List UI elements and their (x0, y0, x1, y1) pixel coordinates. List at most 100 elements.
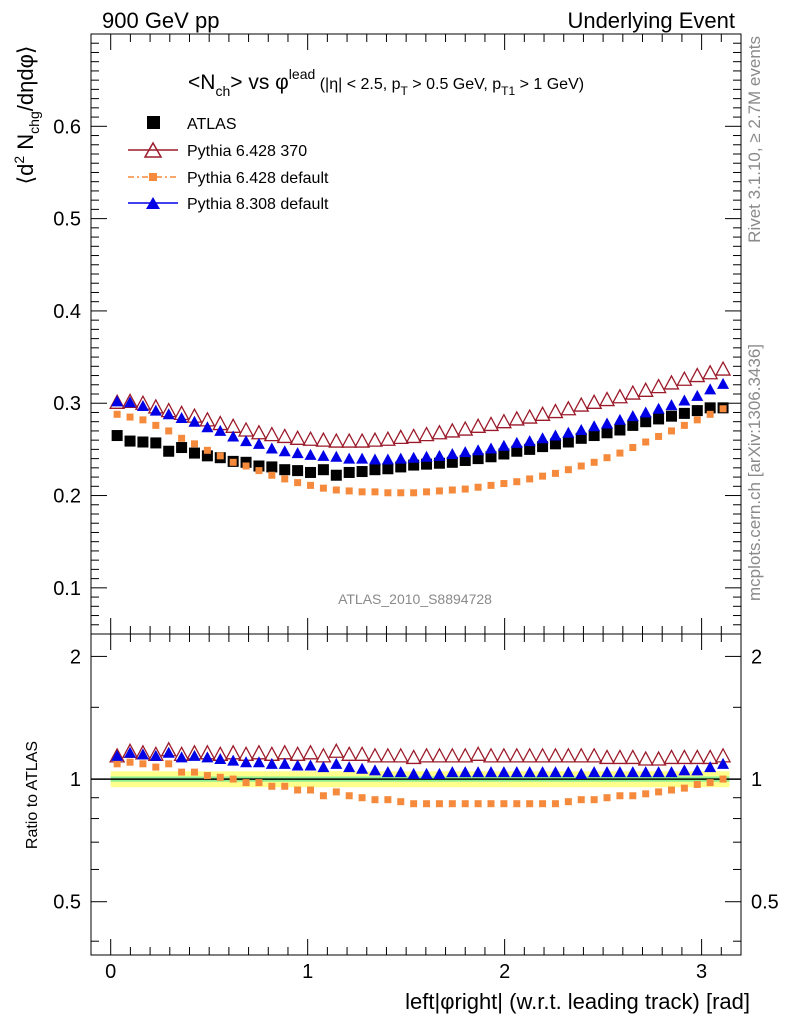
point-pythia8-default-ratio (497, 766, 510, 778)
y-tick-label-ratio-right: 2 (751, 646, 762, 668)
point-pythia6-370 (470, 417, 487, 433)
point-pythia6-370 (663, 374, 680, 390)
point-pythia8-default (368, 453, 381, 465)
point-pythia6-370 (121, 393, 139, 409)
point-atlas (253, 460, 265, 472)
point-pythia8-default-ratio (549, 766, 562, 778)
point-pythia8-default-ratio (459, 766, 472, 778)
point-pythia6-default (461, 485, 469, 493)
point-pythia8-default-ratio (639, 766, 652, 778)
point-pythia8-default-ratio (265, 757, 278, 769)
point-pythia8-default (111, 395, 124, 407)
y-tick-label-ratio: 1 (70, 769, 81, 791)
legend-marker-pythia8-default (146, 197, 160, 209)
point-pythia8-default-ratio (523, 766, 536, 778)
point-pythia8-default-ratio (188, 749, 201, 761)
point-pythia8-default-ratio (227, 754, 240, 766)
point-pythia6-default-ratio (268, 782, 276, 790)
point-pythia8-default-ratio (317, 761, 330, 773)
point-pythia6-default (371, 488, 379, 496)
point-pythia6-default (564, 466, 572, 474)
point-atlas (111, 430, 123, 442)
point-pythia6-370 (457, 420, 474, 436)
point-pythia6-370-ratio (276, 744, 293, 760)
point-atlas (124, 435, 136, 447)
point-atlas (356, 466, 368, 478)
point-pythia6-default-ratio (500, 800, 508, 808)
point-pythia6-370 (237, 421, 255, 437)
point-pythia8-default-ratio (149, 749, 162, 761)
point-pythia8-default-ratio (691, 764, 704, 776)
point-pythia8-default (601, 417, 614, 429)
legend-label-pythia6-default: Pythia 6.428 default (187, 170, 329, 187)
point-pythia6-default (616, 449, 624, 457)
point-atlas (433, 457, 445, 469)
point-atlas (240, 456, 252, 468)
point-pythia8-default-ratio (136, 748, 149, 760)
point-pythia8-default-ratio (510, 766, 523, 778)
point-pythia8-default (330, 450, 343, 462)
point-pythia8-default-ratio (562, 766, 575, 778)
point-pythia6-default (603, 454, 611, 462)
point-pythia6-370-ratio (663, 749, 680, 765)
point-pythia6-default (190, 440, 198, 448)
point-pythia6-370-ratio (444, 747, 461, 763)
point-pythia8-default (175, 412, 188, 423)
point-pythia8-default (136, 400, 149, 411)
point-pythia6-370-ratio (482, 747, 500, 763)
point-pythia6-370 (521, 408, 538, 424)
point-pythia6-default-ratio (126, 758, 134, 766)
point-pythia8-default (652, 402, 665, 414)
analysis-watermark: ATLAS_2010_S8894728 (338, 591, 492, 607)
point-pythia6-default-ratio (577, 796, 585, 804)
point-pythia6-default-ratio (590, 796, 598, 804)
point-pythia6-default (693, 416, 701, 424)
point-pythia8-default (613, 413, 626, 425)
point-pythia6-default (526, 475, 534, 483)
point-pythia6-370-ratio (650, 750, 667, 766)
point-pythia8-default-ratio (678, 764, 691, 776)
point-pythia6-default-ratio (319, 792, 327, 800)
point-pythia6-370 (702, 364, 719, 380)
point-pythia6-370 (276, 428, 293, 444)
point-atlas (343, 466, 355, 478)
point-pythia6-default (513, 478, 521, 486)
point-pythia6-default (178, 434, 186, 442)
y-tick-label-ratio: 2 (70, 646, 81, 668)
point-atlas (150, 437, 162, 449)
point-pythia8-default (291, 447, 304, 459)
point-pythia8-default-ratio (356, 762, 369, 774)
header-energy-label: 900 GeV pp (102, 8, 219, 33)
point-pythia6-default (139, 416, 147, 424)
point-pythia6-default-ratio (178, 768, 186, 776)
point-pythia6-370 (547, 403, 564, 419)
point-pythia8-default (214, 424, 227, 436)
x-tick-label: 1 (302, 961, 313, 983)
point-pythia8-default (317, 449, 330, 461)
point-pythia6-default (448, 486, 456, 494)
y-tick-label-ratio: 0.5 (53, 892, 81, 914)
point-atlas (549, 438, 561, 450)
point-pythia6-370 (560, 400, 577, 416)
point-pythia6-370 (689, 367, 706, 383)
point-pythia6-default-ratio (165, 760, 173, 768)
point-pythia6-default-ratio (680, 784, 688, 792)
point-pythia6-370-ratio (379, 747, 396, 763)
point-pythia6-default-ratio (152, 763, 160, 771)
point-atlas (163, 445, 175, 457)
point-pythia6-default (216, 452, 224, 460)
point-pythia8-default-ratio (420, 767, 433, 779)
point-pythia6-370 (392, 429, 409, 445)
point-pythia8-default (536, 432, 549, 444)
point-pythia8-default-ratio (214, 753, 227, 765)
legend-marker-pythia6-370 (143, 141, 163, 158)
point-pythia6-370 (379, 430, 396, 446)
y-tick-label-ratio-right: 0.5 (751, 892, 779, 914)
point-pythia6-370-ratio (302, 744, 319, 760)
point-pythia6-default (474, 483, 482, 491)
point-pythia8-default-ratio (446, 766, 459, 778)
point-pythia6-370-ratio (586, 747, 603, 763)
point-pythia6-370-ratio (508, 747, 525, 763)
point-atlas (601, 427, 613, 439)
legend-label-atlas: ATLAS (187, 116, 237, 133)
